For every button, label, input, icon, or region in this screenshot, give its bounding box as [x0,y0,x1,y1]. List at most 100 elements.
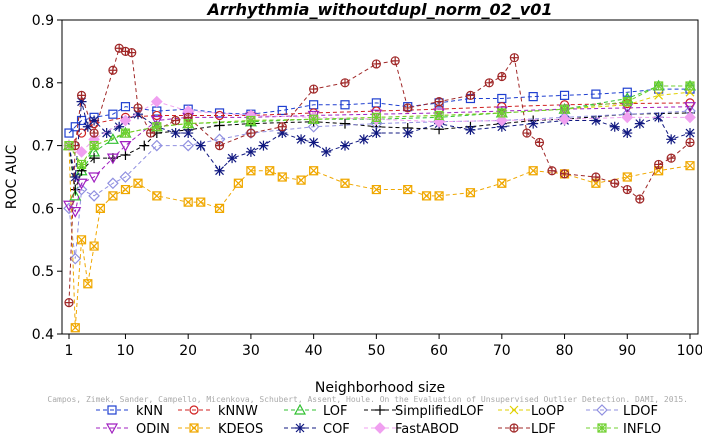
data-point [76,128,87,138]
legend-item-odin: ODIN [96,422,170,434]
data-point [152,122,162,132]
data-point [108,191,118,201]
data-point [684,111,696,124]
data-point [666,153,676,163]
data-point [120,128,131,138]
data-point [465,188,476,198]
data-point [497,178,507,188]
data-point [88,189,100,202]
data-point [62,200,76,212]
data-point [522,128,532,138]
legend: kNN kNNW LOF SimplifiedLOF LoOP LDOF ODIN KDEOS… [96,403,661,434]
x-tick-label: 60 [430,343,448,359]
data-point [108,65,118,75]
legend-item-inflo: INFLO [586,422,661,434]
data-point [622,97,632,107]
legend-item-loop: LoOP [498,404,564,419]
data-point [150,115,163,127]
data-point [434,97,444,107]
data-point [340,140,350,151]
data-point [340,100,350,110]
legend-marker [295,423,305,433]
series-line [68,88,690,134]
data-point [497,108,507,118]
data-point [170,128,181,139]
data-point [590,115,601,126]
x-tick-label: 50 [367,343,385,359]
data-point [171,115,181,126]
data-point [509,53,519,63]
legend-marker [375,405,385,415]
legend-item-ldf: LDF [498,422,556,434]
data-point [497,71,507,82]
data-point [76,96,87,107]
data-point [635,194,645,204]
legend-marker [189,423,199,433]
data-point [133,109,143,120]
data-point [227,153,238,164]
data-point [127,48,137,58]
data-point [89,153,100,164]
data-point [685,81,695,91]
data-point [76,90,87,100]
data-point [214,165,225,176]
x-tick-label: 1 [65,343,74,359]
data-point [83,279,93,289]
data-point [403,103,413,113]
data-point [495,114,508,127]
series-layer [62,43,697,333]
data-point [559,169,570,179]
data-point [683,102,697,113]
data-point [558,113,571,126]
data-point [195,140,206,151]
series-line [68,106,691,213]
data-point [106,133,119,144]
legend-item-simplifiedlof: SimplifiedLOF [364,404,484,419]
data-point [88,172,101,184]
legend-item-fastabod: FastABOD [364,422,459,434]
legend-label: LDOF [623,404,658,419]
data-point [371,112,381,122]
x-axis-label: Neighborhood size [315,380,445,396]
data-point [214,141,225,151]
data-point [70,172,81,182]
data-point [654,90,664,100]
data-point [591,89,601,99]
data-point [95,203,105,213]
data-point [309,166,319,176]
data-point [64,128,74,138]
data-point [70,323,80,333]
legend-marker [374,422,386,434]
series-kdeos [64,141,695,333]
data-point [265,166,275,176]
data-point [119,171,132,183]
data-point [371,59,381,69]
data-point [233,178,243,188]
data-point [528,118,539,129]
legend-marker [597,423,607,433]
data-point [69,252,82,265]
data-point [75,178,88,190]
data-point [64,141,74,151]
data-point [183,128,194,139]
data-point [101,128,112,139]
plot-frame [61,19,699,335]
data-point [133,103,143,113]
legend-label: LoOP [531,404,564,419]
data-point [76,115,87,126]
y-tick-label: 0.6 [32,201,54,217]
data-point [69,189,82,201]
legend-item-ldof: LDOF [586,404,658,419]
data-point [340,118,350,129]
data-point [591,172,601,182]
legend-marker [293,403,307,415]
data-point [89,241,99,251]
data-point [685,137,695,148]
data-point [653,112,664,123]
data-point [296,134,307,145]
data-point [152,191,162,201]
legend-label: SimplifiedLOF [395,404,484,419]
data-point [64,298,74,308]
legend-item-knn: kNN [96,404,163,419]
data-point [685,128,695,139]
